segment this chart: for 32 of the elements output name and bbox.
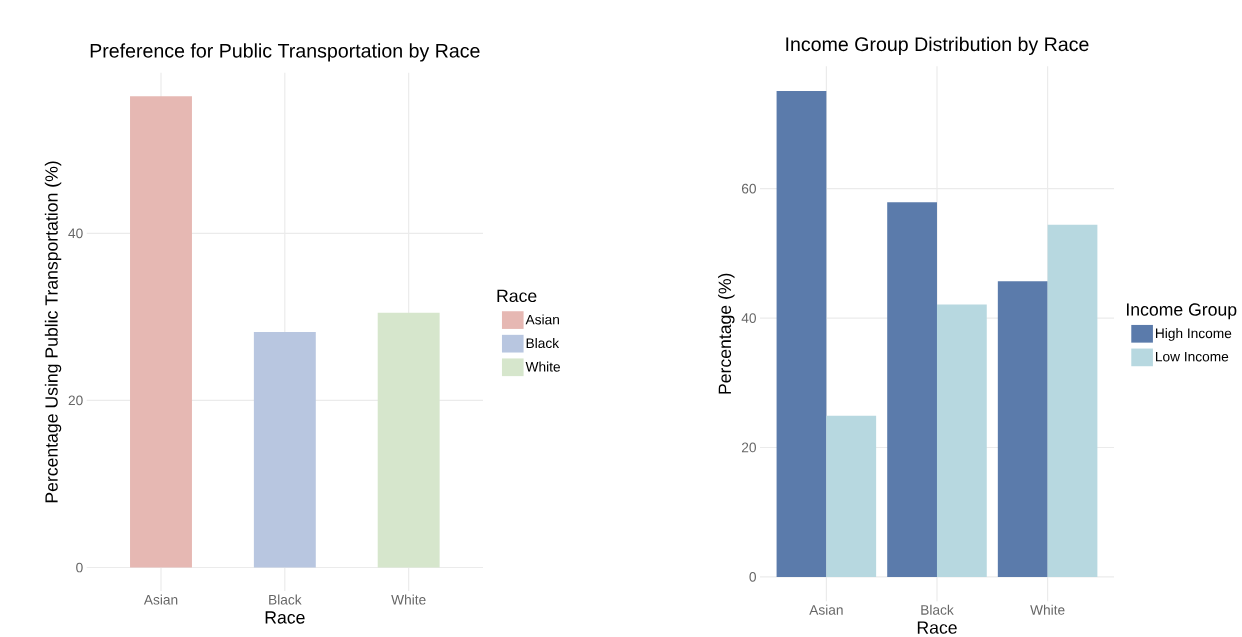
x-axis-title: Race [917, 621, 957, 634]
y-axis-title: Percentage (%) [718, 273, 735, 394]
y-tick-label: 40 [68, 228, 83, 239]
bar [997, 281, 1048, 577]
bar [826, 415, 877, 577]
legend-title: Income Group [1127, 303, 1237, 320]
legend-label: Asian [525, 314, 559, 325]
chart-title: Income Group Distribution by Race [786, 36, 1089, 55]
y-tick-label: 40 [741, 313, 756, 323]
y-tick-label: 20 [68, 395, 83, 406]
legend-title: Race [497, 289, 537, 303]
bar [1047, 224, 1098, 577]
y-tick-label: 0 [76, 562, 83, 573]
bar [887, 202, 937, 577]
x-tick-label: White [1030, 604, 1065, 615]
x-tick-label: Asian [809, 604, 843, 615]
x-tick-label: Asian [143, 594, 178, 605]
bar [776, 90, 827, 577]
legend-label: Black [526, 337, 560, 349]
x-tick-label: White [391, 594, 426, 605]
legend-label: Low Income [1155, 351, 1229, 362]
y-tick-label: 60 [741, 183, 756, 194]
y-axis-title: Percentage Using Public Transportation (%) [44, 161, 62, 503]
chart-title: Preference for Public Transportation by Race [90, 43, 480, 62]
bar [936, 304, 987, 577]
y-tick-label: 20 [741, 442, 756, 453]
x-tick-label: Black [269, 594, 302, 605]
x-tick-label: Black [921, 604, 954, 615]
legend-label: High Income [1155, 328, 1232, 341]
y-tick-label: 0 [749, 572, 756, 582]
legend-label: White [525, 361, 560, 372]
x-axis-title: Race [265, 611, 305, 624]
